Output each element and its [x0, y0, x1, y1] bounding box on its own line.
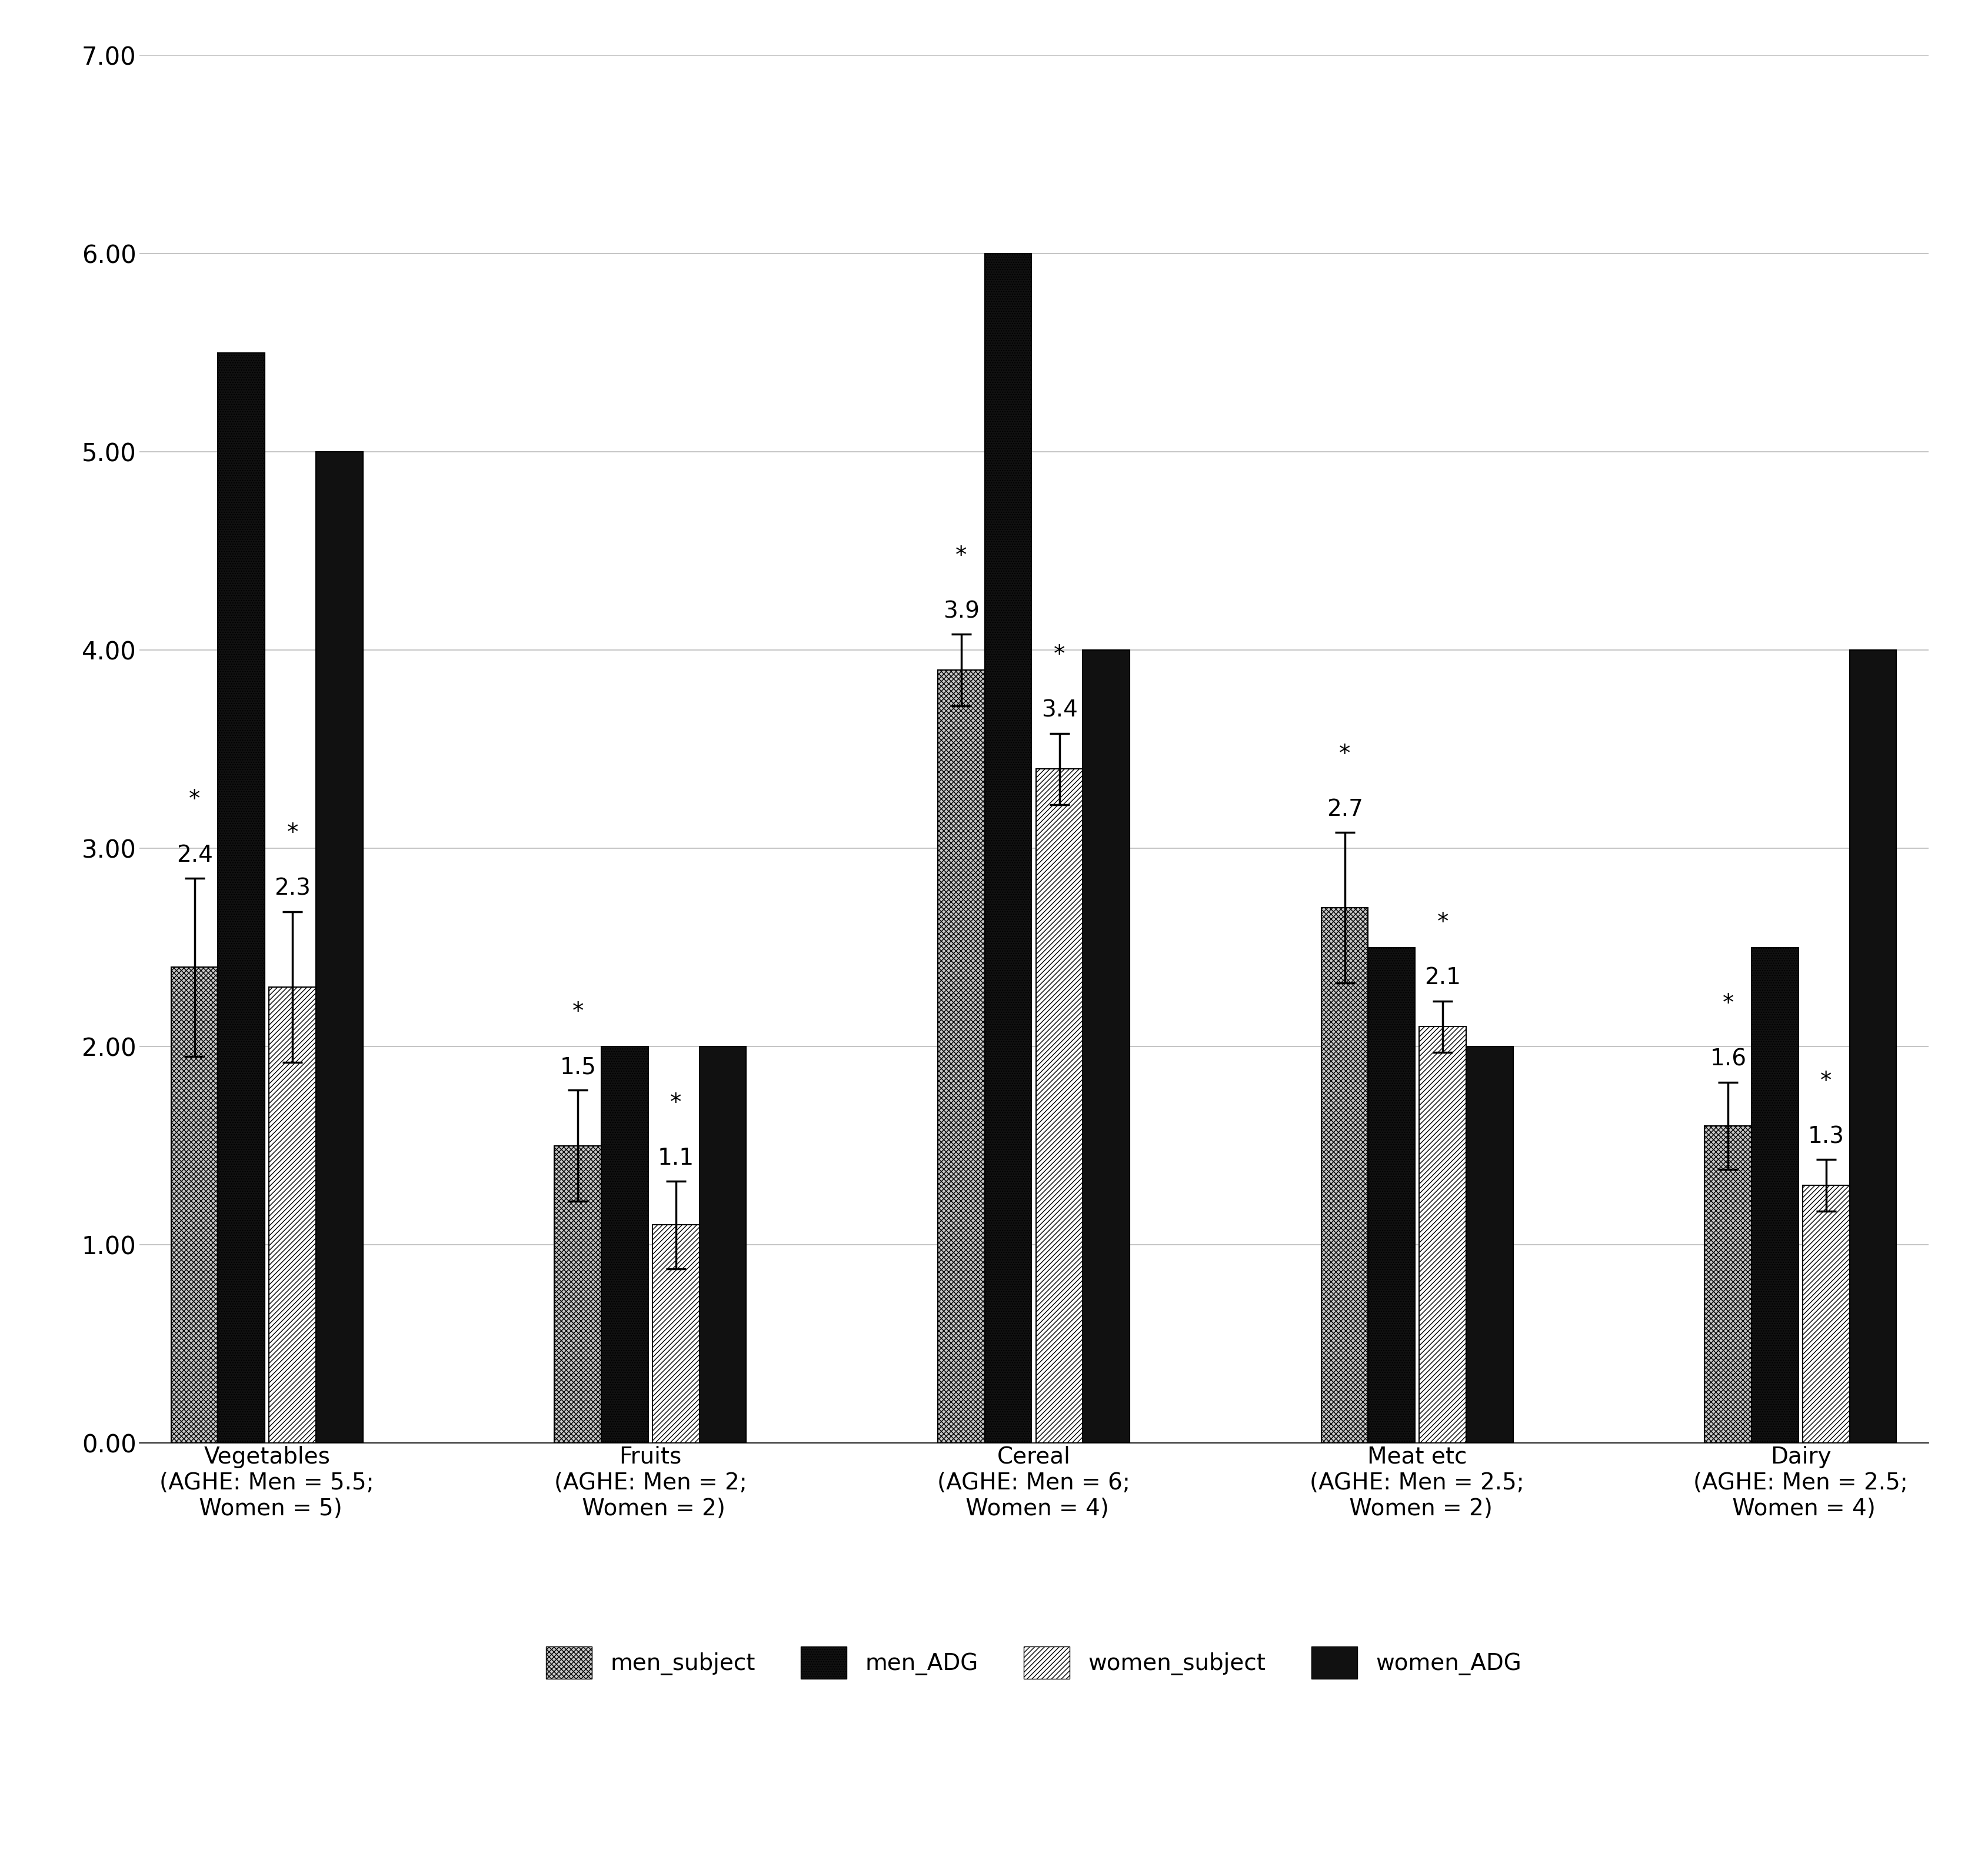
Legend: men_subject, men_ADG, women_subject, women_ADG: men_subject, men_ADG, women_subject, wom…	[537, 1637, 1531, 1689]
Bar	[700, 1047, 746, 1443]
Text: *: *	[286, 821, 298, 844]
Bar	[1368, 947, 1415, 1443]
Bar	[268, 988, 316, 1443]
Text: 2.4: 2.4	[177, 844, 213, 866]
Text: *: *	[1340, 742, 1350, 766]
Text: *: *	[189, 788, 201, 810]
Text: *: *	[1722, 992, 1734, 1016]
Bar	[602, 1047, 648, 1443]
Text: *: *	[1437, 912, 1449, 934]
Text: 3.9: 3.9	[942, 599, 980, 622]
Bar	[1083, 649, 1129, 1443]
Text: 2.1: 2.1	[1425, 968, 1461, 990]
Bar	[1751, 947, 1799, 1443]
Bar	[171, 968, 219, 1443]
Text: 3.4: 3.4	[1042, 699, 1077, 722]
Text: *: *	[1054, 644, 1066, 666]
Text: 2.3: 2.3	[274, 877, 310, 899]
Text: 1.1: 1.1	[658, 1147, 694, 1169]
Bar	[1465, 1047, 1513, 1443]
Text: *: *	[573, 1001, 584, 1023]
Bar	[1704, 1127, 1751, 1443]
Bar	[316, 451, 364, 1443]
Bar	[1803, 1186, 1849, 1443]
Text: 1.6: 1.6	[1710, 1047, 1745, 1071]
Bar	[219, 353, 264, 1443]
Bar	[555, 1145, 600, 1443]
Bar	[1322, 908, 1368, 1443]
Text: *: *	[670, 1092, 682, 1114]
Bar	[984, 253, 1032, 1443]
Bar	[1849, 649, 1897, 1443]
Bar	[1036, 770, 1083, 1443]
Text: *: *	[956, 544, 966, 566]
Bar	[938, 670, 984, 1443]
Text: *: *	[1821, 1069, 1831, 1092]
Bar	[1419, 1027, 1467, 1443]
Text: 2.7: 2.7	[1326, 797, 1364, 821]
Text: 1.5: 1.5	[561, 1056, 596, 1079]
Text: 1.3: 1.3	[1807, 1125, 1845, 1147]
Bar	[652, 1225, 700, 1443]
